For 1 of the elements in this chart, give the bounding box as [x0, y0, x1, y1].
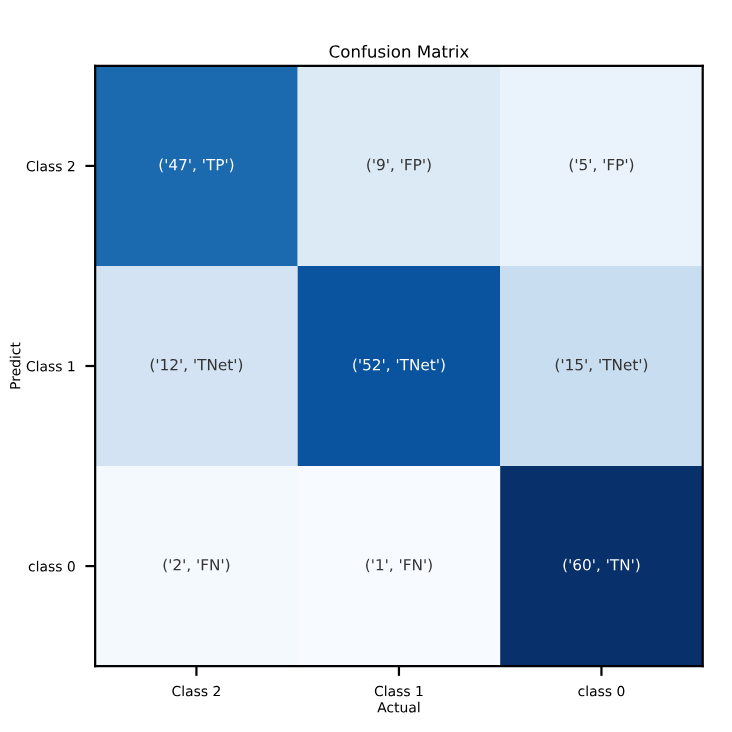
- chart-title: Confusion Matrix: [329, 44, 469, 58]
